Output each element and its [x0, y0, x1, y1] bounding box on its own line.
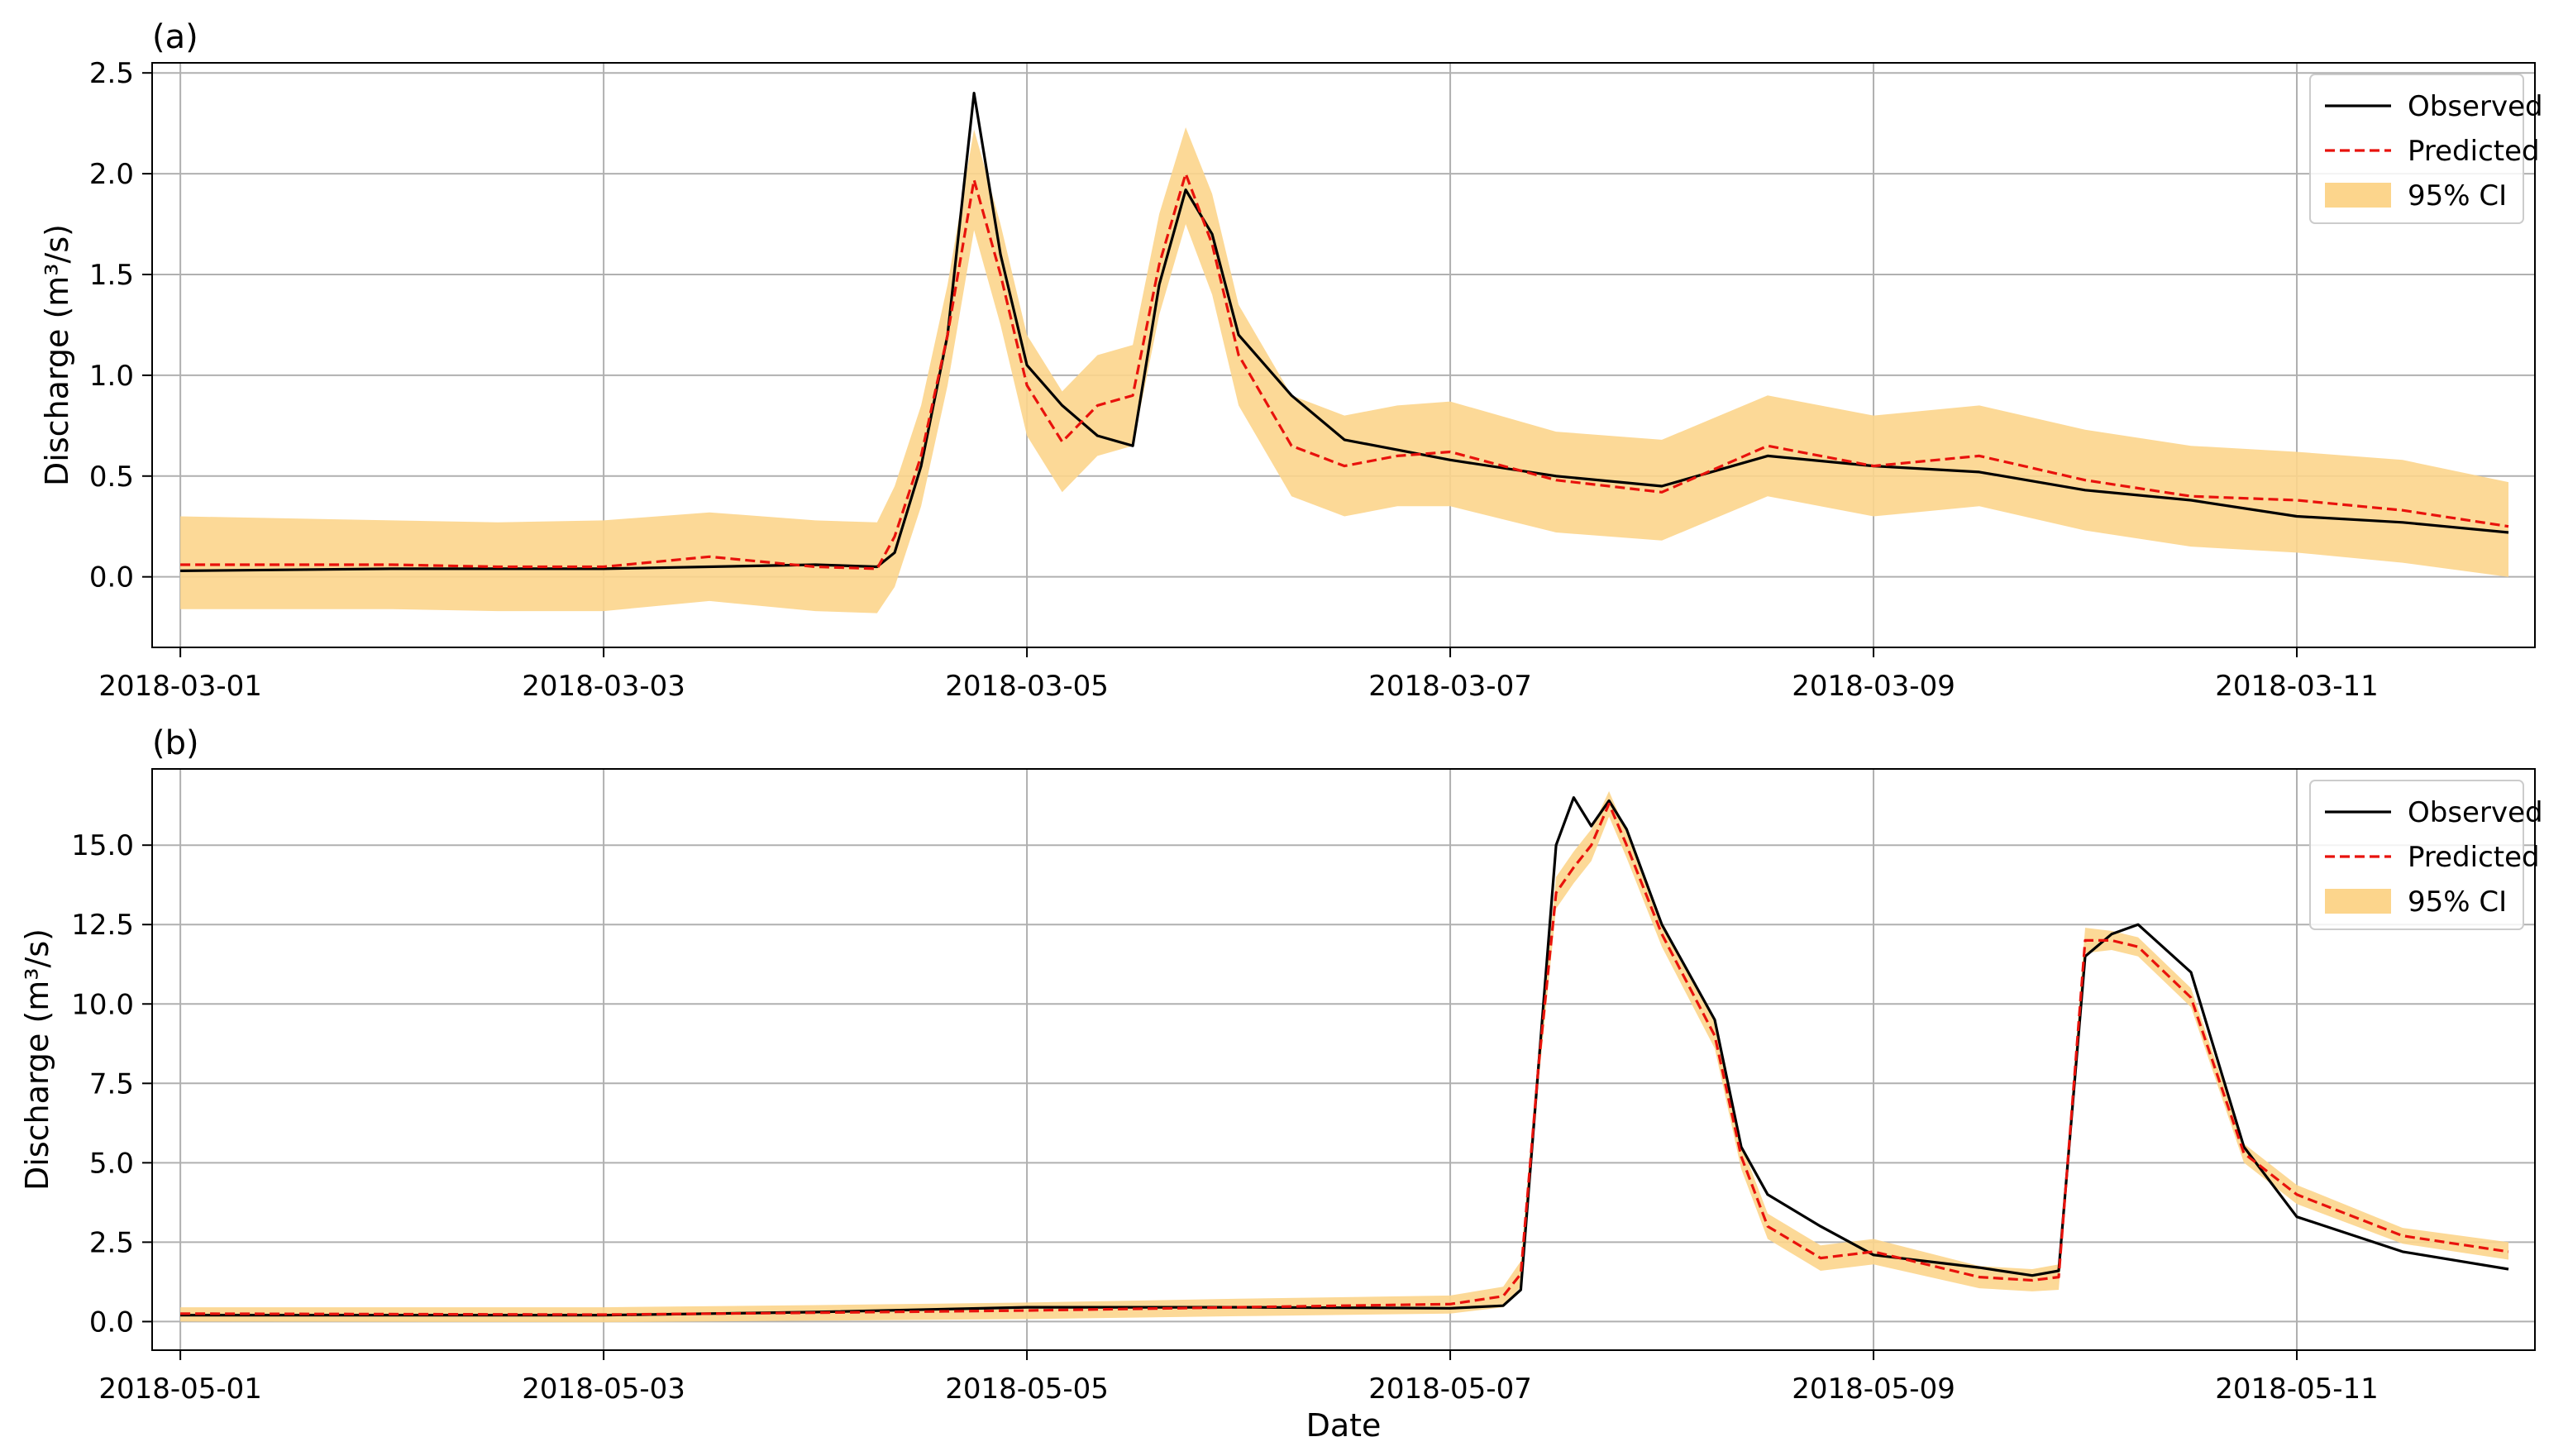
y-tick-label: 2.0 — [89, 158, 134, 191]
panel-label: (b) — [152, 724, 199, 762]
predicted-line — [180, 802, 2509, 1316]
x-tick-label: 2018-05-07 — [1368, 1372, 1532, 1406]
x-tick-label: 2018-05-03 — [522, 1372, 685, 1406]
y-tick-label: 12.5 — [71, 909, 134, 942]
y-tick-label: 0.5 — [89, 461, 134, 494]
y-axis-label: Discharge (m³/s) — [39, 224, 75, 486]
x-tick-label: 2018-05-11 — [2215, 1372, 2379, 1406]
panel-label: (a) — [152, 18, 198, 56]
x-tick-label: 2018-03-11 — [2215, 670, 2379, 703]
x-tick-label: 2018-03-05 — [945, 670, 1109, 703]
panel-b: 2018-05-01 2018-05-03 2018-05-05 2018-05-07… — [19, 724, 2543, 1406]
x-tick-label: 2018-05-09 — [1792, 1372, 1955, 1406]
panel-a: 2018-03-01 2018-03-03 2018-03-05 2018-03-07… — [39, 18, 2543, 703]
y-tick-label: 0.0 — [89, 1306, 134, 1339]
x-tick-label: 2018-03-01 — [98, 670, 262, 703]
legend-label-predicted: Predicted — [2408, 135, 2540, 168]
legend-ci-swatch — [2325, 183, 2391, 208]
y-axis-label: Discharge (m³/s) — [19, 928, 55, 1191]
y-tick-label: 2.5 — [89, 57, 134, 90]
legend-ci-swatch — [2325, 889, 2391, 914]
x-tick-label: 2018-03-07 — [1368, 670, 1532, 703]
y-tick-label: 15.0 — [71, 829, 134, 862]
legend-label-observed: Observed — [2408, 796, 2543, 829]
x-tick-label: 2018-05-01 — [98, 1372, 262, 1406]
legend-label-predicted: Predicted — [2408, 841, 2540, 874]
axes-frame — [151, 768, 2536, 1351]
axes-frame — [151, 62, 2536, 648]
ci-band — [180, 127, 2508, 613]
legend-label-ci: 95% CI — [2408, 886, 2507, 919]
x-tick-label: 2018-03-09 — [1792, 670, 1955, 703]
y-tick-label: 5.0 — [89, 1147, 134, 1180]
y-tick-label: 2.5 — [89, 1226, 134, 1259]
y-tick-label: 10.0 — [71, 988, 134, 1021]
x-axis-label: Date — [1306, 1407, 1382, 1444]
legend: Observed Predicted 95% CI — [2309, 74, 2543, 224]
observed-line — [180, 795, 2509, 1317]
legend-label-ci: 95% CI — [2408, 179, 2507, 212]
x-tick-label: 2018-03-03 — [522, 670, 685, 703]
x-tick-label: 2018-05-05 — [945, 1372, 1109, 1406]
y-tick-label: 1.0 — [89, 360, 134, 393]
legend-label-observed: Observed — [2408, 90, 2543, 123]
y-tick-label: 7.5 — [89, 1067, 134, 1100]
y-tick-label: 1.5 — [89, 259, 134, 292]
y-tick-label: 0.0 — [89, 561, 134, 594]
legend: Observed Predicted 95% CI — [2309, 780, 2543, 930]
